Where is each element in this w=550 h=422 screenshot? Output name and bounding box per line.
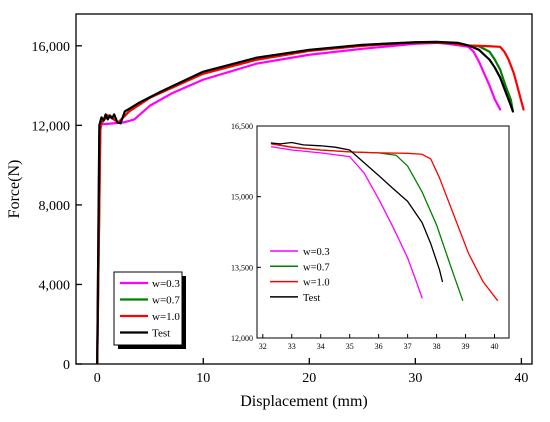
inset-plot-frame (256, 125, 510, 339)
inset-series-line-w-0-3 (270, 146, 423, 299)
main-y-tick-label: 12,000 (32, 119, 71, 134)
main-x-tick-label: 20 (302, 371, 316, 386)
inset-series-line-w-1-0 (270, 143, 499, 301)
main-legend-label: Test (152, 328, 170, 340)
main-legend-label: w=0.7 (152, 295, 180, 307)
main-x-tick-label: 40 (514, 371, 528, 386)
main-plot-frame (75, 13, 533, 365)
main-series-group (96, 40, 525, 364)
inset-x-tick-label: 40 (491, 342, 499, 351)
inset-legend-label: w=0.7 (303, 262, 330, 273)
inset-x-tick-label: 35 (346, 342, 354, 351)
inset-x-tick-label: 38 (433, 342, 441, 351)
inset-legend-label: w=0.3 (303, 247, 330, 258)
main-x-tick-label: 30 (408, 371, 422, 386)
inset-legend-label: w=1.0 (303, 278, 330, 289)
x-axis-title: Displacement (mm) (240, 393, 368, 410)
inset-plot: 32 33 34 35 36 37 38 39 40 12,000 13,500 15,000 16,5… (231, 122, 510, 351)
main-legend-label: w=1.0 (152, 311, 180, 323)
inset-x-tick-label: 32 (259, 342, 267, 351)
inset-legend: w=0.3 w=0.7 w=1.0 Test (270, 247, 330, 304)
inset-y-tick-label: 16,500 (231, 122, 253, 131)
main-x-tick-label: 0 (94, 371, 101, 386)
inset-x-tick-label: 34 (317, 342, 325, 351)
main-plot: 0 10 20 30 40 0 4,000 8,000 12,000 16,000 (32, 13, 533, 386)
inset-series-line-test (270, 141, 444, 283)
main-y-tick-label: 16,000 (32, 40, 71, 55)
main-y-tick-label: 8,000 (39, 199, 71, 214)
main-series-line-test (96, 40, 515, 364)
inset-legend-label: Test (303, 293, 320, 304)
inset-x-tick-label: 33 (288, 342, 296, 351)
inset-y-tick-label: 13,500 (231, 263, 253, 272)
inset-series-group (270, 141, 499, 301)
inset-y-tick-label: 12,000 (231, 334, 253, 343)
inset-y-tick-label: 15,000 (231, 193, 253, 202)
inset-x-tick-label: 39 (462, 342, 470, 351)
inset-x-tick-label: 37 (404, 342, 412, 351)
main-x-tick-label: 10 (196, 371, 210, 386)
main-legend: w=0.3 w=0.7 w=1.0 Test (113, 271, 186, 349)
inset-x-tick-label: 36 (375, 342, 383, 351)
main-legend-label: w=0.3 (152, 278, 180, 290)
main-y-tick-label: 4,000 (39, 278, 71, 293)
main-y-tick-label: 0 (63, 358, 70, 373)
y-axis-title: Force(N) (6, 160, 23, 219)
